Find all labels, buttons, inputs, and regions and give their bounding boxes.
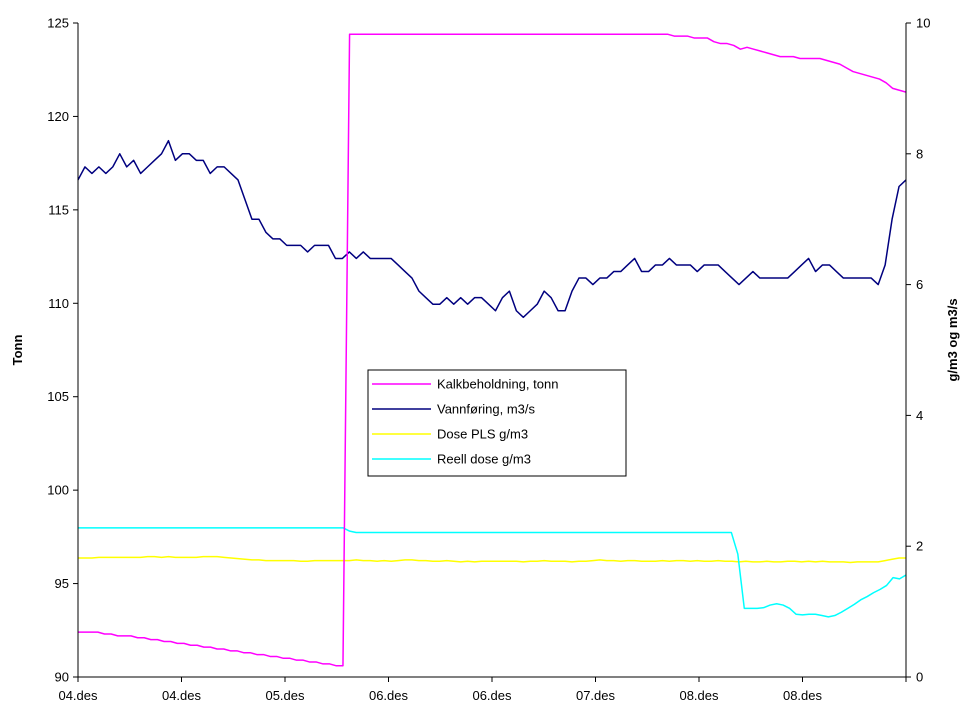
left-tick-label: 115 — [48, 202, 69, 217]
x-tick-label: 05.des — [265, 688, 305, 703]
series-layer — [77, 33, 907, 667]
right-tick-label: 0 — [916, 670, 923, 685]
series-line-3 — [78, 527, 907, 618]
left-tick-label: 105 — [47, 389, 69, 404]
x-tick-label: 07.des — [576, 688, 616, 703]
axes-layer: 90 95 100 105 110 115 120 125 0 2 4 6 8 10 04.des 04.de… — [10, 16, 960, 704]
left-tick-label: 120 — [47, 109, 69, 124]
series-line-0 — [78, 33, 907, 667]
right-tick-label: 4 — [916, 408, 923, 423]
right-tick-label: 6 — [916, 277, 923, 292]
left-tick-label: 110 — [48, 296, 69, 311]
x-tick-label: 04.des — [162, 688, 202, 703]
legend: Kalkbeholdning, tonn Vannføring, m3/s Dose… — [367, 369, 627, 477]
x-tick-label: 06.des — [369, 688, 409, 703]
right-tick-label: 10 — [916, 16, 930, 31]
legend-entry: Vannføring, m3/s — [437, 402, 536, 417]
series-line-2 — [78, 555, 906, 564]
series-line-1 — [77, 139, 907, 319]
left-tick-label: 95 — [55, 576, 69, 591]
legend-entry: Kalkbeholdning, tonn — [437, 377, 558, 392]
legend-entry: Reell dose g/m3 — [437, 452, 531, 467]
right-tick-label: 2 — [916, 539, 923, 554]
right-tick-label: 8 — [916, 146, 923, 161]
right-axis-title: g/m3 og m3/s — [945, 298, 960, 381]
x-tick-label: 08.des — [783, 688, 823, 703]
legend-entry: Dose PLS g/m3 — [437, 427, 528, 442]
left-tick-label: 125 — [47, 16, 69, 31]
left-axis-title: Tonn — [10, 335, 25, 366]
left-tick-label: 90 — [55, 670, 69, 685]
x-tick-label: 06.des — [472, 688, 512, 703]
left-tick-label: 100 — [47, 483, 69, 498]
x-tick-label: 04.des — [58, 688, 98, 703]
x-tick-label: 08.des — [679, 688, 719, 703]
